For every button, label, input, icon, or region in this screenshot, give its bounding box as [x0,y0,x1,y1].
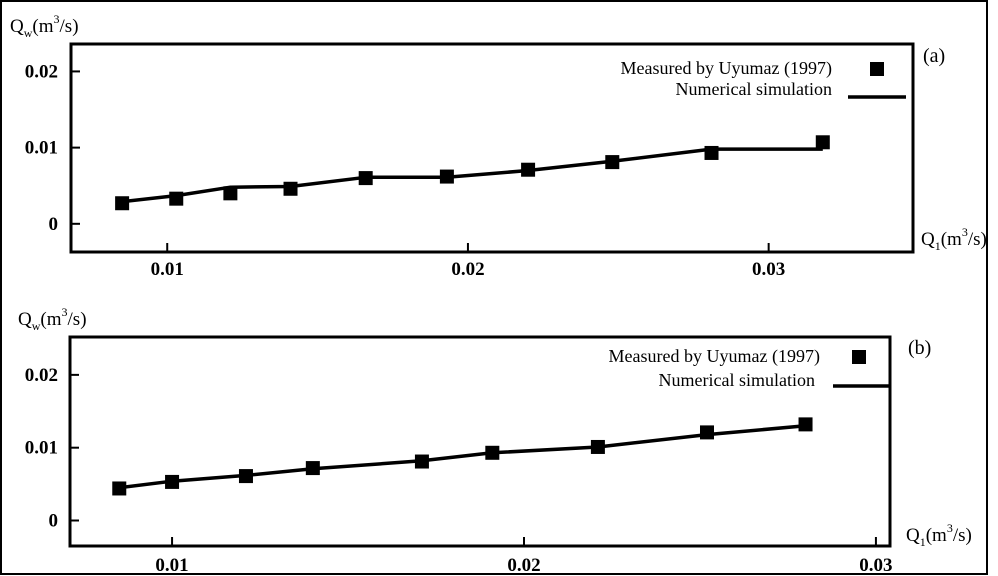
measured-point [590,439,605,454]
measured-point [112,481,127,496]
plot-frame [68,335,892,548]
panel-label: (a) [923,45,945,67]
measured-point [115,196,130,211]
y-tick-label: 0.02 [25,365,58,386]
measured-point [165,474,180,489]
x-tick-label: 0.02 [507,555,540,576]
y-tick-label: 0 [49,511,59,532]
x-tick-label: 0.02 [451,259,484,280]
measured-point [283,181,298,196]
x-tick-label: 0.01 [155,555,188,576]
simulation-line [121,147,823,204]
legend-measured-marker [852,350,866,364]
y-tick-label: 0.02 [25,61,58,82]
measured-point [223,186,238,201]
measured-point [798,417,813,432]
legend-measured-label: Measured by Uyumaz (1997) [609,346,820,367]
panel-a: 0 0.01 0.02 0.01 0.02 0.03 Qw(m3/s) Q1(m3/s) (a)… [10,12,987,280]
measured-point [305,461,320,476]
legend-simulation-label: Numerical simulation [659,370,815,390]
x-tick-label: 0.01 [151,259,184,280]
measured-point [238,469,253,484]
y-tick-label: 0.01 [25,138,58,159]
y-axis-label: Qw(m3/s) [18,305,87,333]
measured-point [414,454,429,469]
measured-point [521,162,536,177]
legend-simulation-label: Numerical simulation [676,79,832,99]
measured-point [815,135,830,150]
panel-b: 0 0.01 0.02 0.01 0.02 0.03 Qw(m3/s) Q1(m3/s) (b)… [18,305,972,576]
measured-point [169,191,184,206]
measured-point [605,155,620,170]
legend-measured-label: Measured by Uyumaz (1997) [621,58,832,79]
x-tick-label: 0.03 [752,259,785,280]
measured-point [439,169,454,184]
legend-measured-marker [870,62,884,76]
measured-point [704,145,719,160]
x-tick-label: 0.03 [859,555,892,576]
measured-point [485,445,500,460]
y-tick-label: 0 [49,214,59,235]
y-axis-label: Qw(m3/s) [10,12,79,40]
measured-point [358,171,373,186]
y-tick-label: 0.01 [25,438,58,459]
panel-label: (b) [908,337,931,359]
x-axis-label: Q1(m3/s) [906,521,972,549]
measured-point [699,425,714,440]
x-axis-label: Q1(m3/s) [921,225,987,253]
